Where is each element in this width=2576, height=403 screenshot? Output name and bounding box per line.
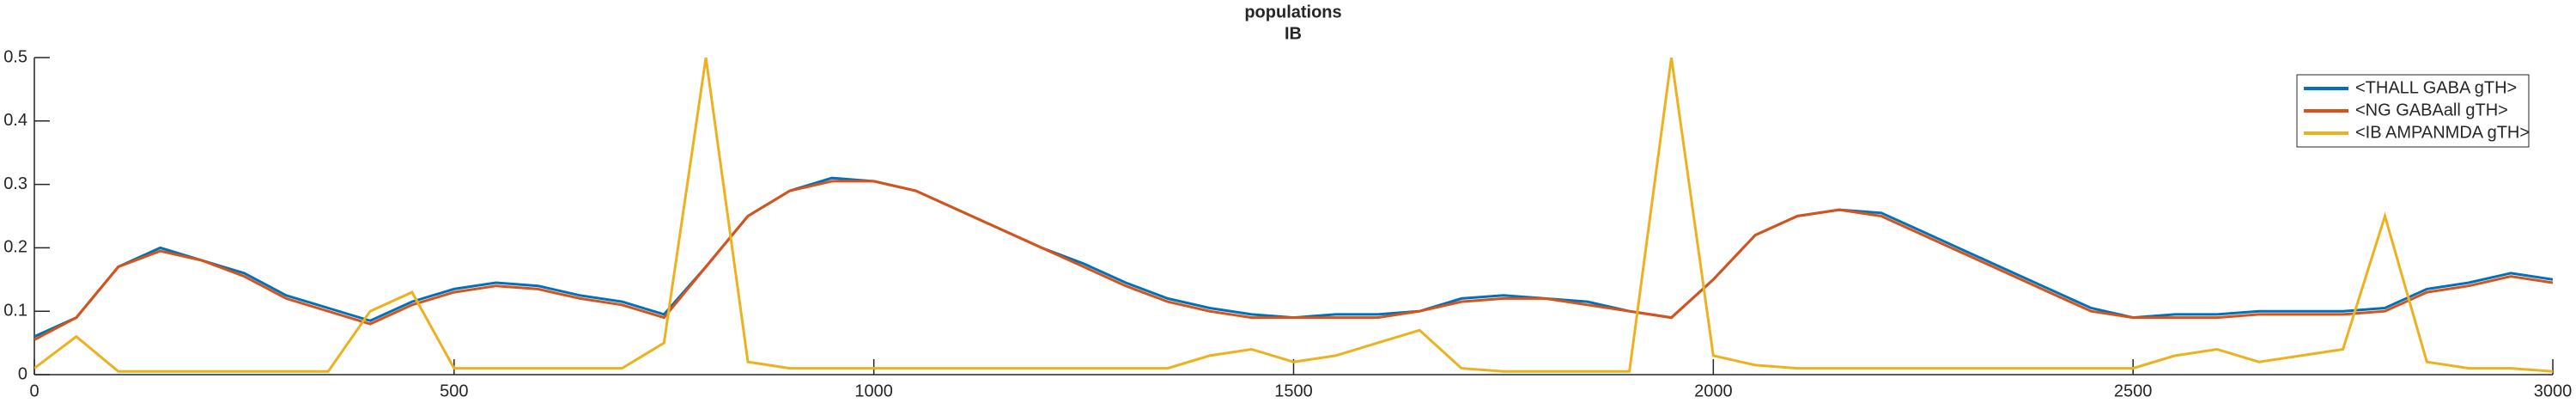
series-line [34,58,2553,373]
legend-label: <THALL GABA gTH> [2355,78,2517,97]
series-line [34,180,2553,341]
y-tick-label: 0.4 [3,111,27,130]
x-tick-label: 3000 [2534,382,2573,400]
x-tick-label: 2500 [2114,382,2153,400]
legend-label: <NG GABAall gTH> [2355,101,2508,119]
legend-label: <IB AMPANMDA gTH> [2355,123,2530,142]
x-tick-label: 1500 [1274,382,1313,400]
y-tick-label: 0.1 [3,301,27,320]
chart-title: populations [1244,3,1341,21]
y-tick-label: 0.2 [3,238,27,257]
x-tick-label: 500 [440,382,468,400]
series-line [34,176,2553,339]
x-tick-label: 1000 [854,382,893,400]
y-tick-label: 0.5 [3,47,27,66]
x-tick-label: 0 [29,382,39,400]
x-tick-label: 2000 [1694,382,1733,400]
y-tick-label: 0 [18,364,27,383]
y-tick-label: 0.3 [3,174,27,193]
chart-subtitle: IB [1285,24,1302,43]
